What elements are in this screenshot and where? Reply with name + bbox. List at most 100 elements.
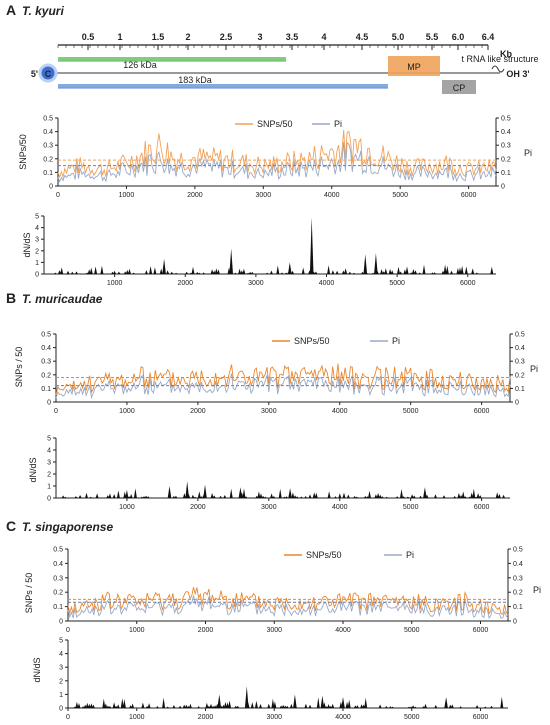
- series-pi-line: [67, 595, 509, 620]
- dnds-peak: [288, 488, 292, 498]
- x-tick-label: 4000: [335, 714, 351, 721]
- y-tick-label: 2: [47, 472, 51, 479]
- gene-cp-box: [442, 80, 476, 94]
- x-tick-label: 6000: [474, 408, 490, 415]
- y-tick-label: 0.4: [41, 345, 51, 352]
- dnds-chart-a: dN/dS 0 1 2 3 4 5 1000 2000 3000 4000 5000 6000: [22, 214, 496, 287]
- x-tick-label: 6000: [473, 627, 489, 634]
- x-tick-label: 0: [66, 627, 70, 634]
- dnds-peak: [203, 484, 207, 498]
- dnds-peak: [293, 694, 297, 708]
- y-tick-label: 1: [47, 484, 51, 491]
- x-tick-label: 2000: [187, 192, 203, 199]
- legend-label-snps: SNPs/50: [294, 336, 330, 346]
- y-axis-label: SNPs / 50: [24, 573, 34, 614]
- dnds-spikes: [53, 264, 494, 274]
- x-tick-label: 1000: [107, 280, 123, 287]
- y-tick-label: 5: [35, 214, 39, 221]
- dnds-peak: [238, 487, 243, 498]
- x-tick-label: 2000: [198, 714, 214, 721]
- y-tick-label: 0.1: [41, 386, 51, 393]
- trna-label: t RNA like structure: [461, 54, 538, 64]
- gene-183kda-label: 183 kDa: [178, 75, 212, 85]
- y-tick-label-right: 0.4: [501, 129, 511, 136]
- x-tick-label: 4000: [324, 192, 340, 199]
- dnds-peak: [229, 248, 233, 274]
- panel-letter: A: [6, 2, 16, 18]
- x-tick-label: 5000: [404, 714, 420, 721]
- three-prime-label: OH 3': [506, 69, 529, 79]
- y-tick-label: 2: [35, 248, 39, 255]
- y-tick-label-right: 0.5: [501, 116, 511, 123]
- dnds-peak: [363, 254, 368, 274]
- y-tick-label: 0.3: [53, 575, 63, 582]
- dnds-chart-b: dN/dS 0 1 2 3 4 5 1000 2000 3000 4000 5000 6000: [28, 436, 510, 511]
- y-tick-label: 0.1: [53, 604, 63, 611]
- y-tick-label-right: 0.3: [513, 575, 523, 582]
- y-tick-label-right: 0.4: [515, 345, 525, 352]
- species-title: T. singaporense: [22, 520, 113, 534]
- diversity-chart-b: SNPs / 50 Pi SNPs/50 Pi 0 00.1 0.10.2 0.20.…: [14, 332, 538, 416]
- dnds-peak: [288, 262, 292, 274]
- y-tick-label: 1: [35, 260, 39, 267]
- five-prime-label: 5': [31, 69, 38, 79]
- x-tick-label: 5000: [392, 192, 408, 199]
- y-tick-label-right: 0.3: [515, 359, 525, 366]
- x-tick-label: 6000: [460, 280, 476, 287]
- kb-tick-label: 1.5: [152, 32, 165, 42]
- right-axis-label: Pi: [524, 148, 532, 158]
- x-tick-label: 1000: [119, 408, 135, 415]
- y-tick-label: 0: [47, 496, 51, 503]
- cap-letter: C: [45, 69, 52, 79]
- y-axis-label: dN/dS: [28, 457, 38, 482]
- diversity-chart-a: SNPs/50 Pi SNPs/50 Pi 0 00.1 0.10.2 0.20.3 0…: [18, 116, 532, 200]
- kb-tick-label: 5.5: [426, 32, 439, 42]
- dnds-peak: [444, 697, 448, 708]
- y-tick-label: 5: [47, 436, 51, 443]
- x-tick-label: 3000: [266, 627, 282, 634]
- right-axis-label: Pi: [533, 585, 541, 595]
- dnds-peak: [309, 217, 314, 274]
- y-tick-label: 0: [59, 706, 63, 713]
- dnds-peak: [423, 487, 427, 498]
- kb-tick-label: 1: [117, 32, 122, 42]
- x-tick-label: 5000: [404, 627, 420, 634]
- cap-circle: [38, 63, 58, 83]
- x-tick-label: 6000: [473, 714, 489, 721]
- y-tick-label: 0: [59, 619, 63, 626]
- y-tick-label: 0.3: [41, 359, 51, 366]
- x-tick-label: 1000: [119, 504, 135, 511]
- y-tick-label: 0: [35, 272, 39, 279]
- y-tick-label-right: 0.2: [515, 372, 525, 379]
- legend-label-snps: SNPs/50: [306, 550, 342, 560]
- x-tick-label: 2000: [190, 504, 206, 511]
- y-tick-label: 4: [47, 448, 51, 455]
- y-axis-label: SNPs/50: [18, 134, 28, 170]
- y-tick-label-right: 0.1: [501, 170, 511, 177]
- y-tick-label-right: 0.4: [513, 561, 523, 568]
- x-tick-label: 6000: [474, 504, 490, 511]
- species-title: T. muricaudae: [22, 292, 103, 306]
- x-tick-label: 4000: [319, 280, 335, 287]
- gene-183kda-bar: [58, 84, 388, 88]
- y-tick-label-right: 0.1: [515, 386, 525, 393]
- dnds-chart-c: dN/dS 0 1 2 3 4 5 0 1000 2000 3000 4000 5000 6000: [32, 638, 508, 721]
- legend-label-snps: SNPs/50: [257, 119, 293, 129]
- x-tick-label: 5000: [403, 408, 419, 415]
- y-axis-label: dN/dS: [22, 232, 32, 257]
- x-tick-label: 6000: [461, 192, 477, 199]
- legend-label-pi: Pi: [406, 550, 414, 560]
- dnds-peak: [162, 258, 166, 274]
- genome-map: 0.5 1 1.5 2 2.5 3 3.5 4 4.5 5.0 5.5 6.0 6.4 Kb 126 kDa…: [31, 32, 539, 94]
- gene-mp-label: MP: [407, 62, 421, 72]
- y-tick-label: 0.4: [43, 129, 53, 136]
- y-tick-label: 0: [49, 184, 53, 191]
- dnds-peak: [374, 253, 378, 274]
- x-tick-label: 3000: [266, 714, 282, 721]
- gene-126kda-bar: [58, 57, 286, 61]
- dnds-spikes: [73, 696, 504, 708]
- kb-tick-label: 3.5: [286, 32, 299, 42]
- legend-label-pi: Pi: [392, 336, 400, 346]
- y-tick-label: 0.5: [43, 116, 53, 123]
